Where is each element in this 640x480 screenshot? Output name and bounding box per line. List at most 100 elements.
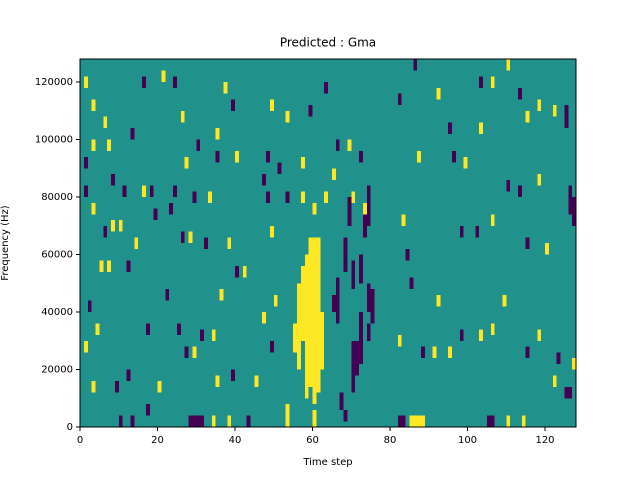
heatmap-cell xyxy=(312,237,317,404)
heatmap-cell xyxy=(262,174,266,186)
heatmap-cell xyxy=(362,208,367,238)
heatmap-cell xyxy=(421,346,425,358)
heatmap-cell xyxy=(556,352,561,364)
heatmap-cell xyxy=(227,237,232,249)
heatmap-cell xyxy=(324,191,328,203)
heatmap-cell xyxy=(165,289,170,301)
heatmap-cell xyxy=(300,156,305,169)
heatmap-cell xyxy=(452,151,456,163)
x-tick-label: 20 xyxy=(151,435,164,446)
y-tick-label: 120000 xyxy=(35,77,73,88)
heatmap-cell xyxy=(316,237,321,393)
heatmap-cell xyxy=(83,185,88,197)
heatmap-cell xyxy=(188,231,193,243)
y-tick-label: 100000 xyxy=(35,135,73,146)
heatmap-cell xyxy=(114,381,119,393)
heatmap-cell xyxy=(180,231,185,243)
heatmap-cell xyxy=(180,110,185,123)
heatmap-cell xyxy=(312,202,317,215)
chart-title: Predicted : Gma xyxy=(280,36,376,50)
heatmap-cell xyxy=(300,191,305,203)
heatmap-cell xyxy=(285,191,290,203)
heatmap-cell xyxy=(552,375,557,387)
heatmap-cell xyxy=(436,87,441,100)
heatmap-cell xyxy=(145,404,150,416)
heatmap-cell xyxy=(118,415,123,427)
y-axis-label: Frequency (Hz) xyxy=(0,205,11,281)
heatmap-cell xyxy=(269,99,274,111)
heatmap-cell xyxy=(506,415,511,427)
heatmap-cell xyxy=(153,208,158,220)
heatmap-cell xyxy=(564,386,569,399)
y-tick-label: 20000 xyxy=(41,365,73,376)
heatmap-cell xyxy=(347,197,352,226)
heatmap-cell xyxy=(359,151,363,163)
heatmap-cell xyxy=(568,386,573,399)
heatmap-cell xyxy=(525,237,530,249)
heatmap-cell xyxy=(359,254,363,284)
x-tick-label: 80 xyxy=(384,435,397,446)
heatmap-cell xyxy=(285,110,290,123)
heatmap-cell xyxy=(211,415,216,427)
heatmap-cell xyxy=(308,105,313,117)
heatmap-cell xyxy=(107,139,111,151)
x-tick-label: 60 xyxy=(306,435,319,446)
heatmap-cell xyxy=(545,243,549,255)
heatmap-cell xyxy=(200,415,204,427)
heatmap-cell xyxy=(207,191,212,203)
heatmap-cell xyxy=(486,415,491,427)
heatmap-cell xyxy=(397,335,402,347)
heatmap-cell xyxy=(479,329,483,341)
heatmap-cell xyxy=(83,156,88,169)
heatmap-cell xyxy=(219,289,224,301)
heatmap-cell xyxy=(436,294,441,307)
heatmap-cell xyxy=(111,174,115,186)
heatmap-cell xyxy=(343,409,348,422)
heatmap-cell xyxy=(126,369,131,381)
heatmap-cell xyxy=(235,266,239,278)
x-tick-label: 40 xyxy=(229,435,242,446)
heatmap-cell xyxy=(366,323,371,341)
heatmap-cell xyxy=(83,340,88,353)
heatmap-cell xyxy=(568,185,573,215)
y-tick-label: 40000 xyxy=(41,307,73,318)
heatmap-cell xyxy=(173,76,177,88)
heatmap-cell xyxy=(196,415,201,427)
heatmap-cell xyxy=(157,381,162,393)
heatmap-cell xyxy=(122,185,127,197)
heatmap-cell xyxy=(448,122,452,134)
heatmap-cell xyxy=(525,110,530,123)
heatmap-cell xyxy=(145,323,150,335)
heatmap-cell xyxy=(87,300,92,312)
heatmap-cell xyxy=(351,191,356,203)
heatmap-cell xyxy=(537,174,542,186)
heatmap-cell xyxy=(215,375,220,387)
heatmap-cell xyxy=(347,139,352,151)
heatmap-cell xyxy=(176,323,181,335)
heatmap-cell xyxy=(537,329,542,341)
x-axis-label: Time step xyxy=(302,457,352,468)
heatmap-cell xyxy=(475,225,480,238)
heatmap-cell xyxy=(490,214,495,226)
heatmap-cell xyxy=(335,139,340,151)
heatmap-cell xyxy=(103,225,108,238)
heatmap-cell xyxy=(91,381,96,393)
heatmap-background xyxy=(80,59,576,427)
heatmap-cell xyxy=(370,289,375,324)
heatmap-cell xyxy=(351,340,356,393)
heatmap-cell xyxy=(273,294,278,307)
heatmap-cell xyxy=(277,162,282,174)
heatmap-cell xyxy=(184,346,189,358)
heatmap-cell xyxy=(173,185,177,197)
heatmap-cell xyxy=(262,312,266,324)
heatmap-cell xyxy=(99,260,104,272)
heatmap-cell xyxy=(215,151,220,163)
heatmap-cell xyxy=(266,191,270,203)
heatmap-cell xyxy=(479,76,483,88)
heatmap-cell xyxy=(448,346,452,358)
heatmap-cell xyxy=(552,105,557,117)
heatmap-cell xyxy=(215,128,220,140)
heatmap-cell xyxy=(169,202,173,215)
heatmap-cell xyxy=(351,260,356,289)
heatmap-cell xyxy=(417,415,421,427)
